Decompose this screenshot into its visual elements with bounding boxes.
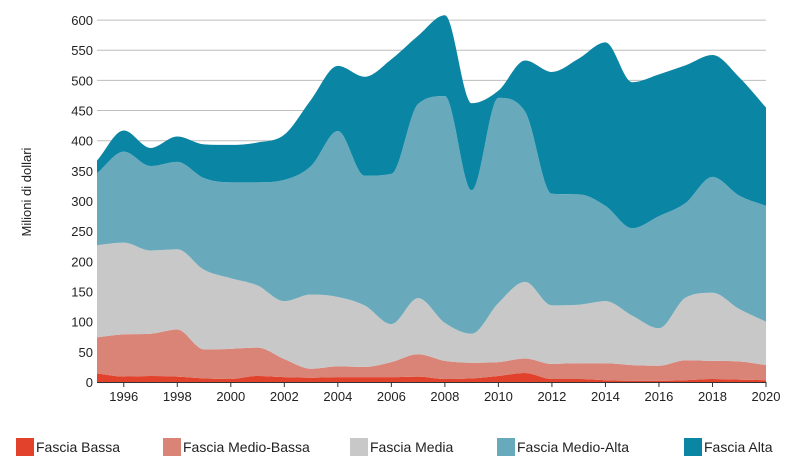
legend: Fascia Bassa Fascia Medio-Bassa Fascia Med… <box>16 438 773 456</box>
x-tick-label: 2000 <box>216 389 245 404</box>
area-fascia-media <box>97 242 766 369</box>
y-tick-label: 250 <box>71 224 93 239</box>
legend-item: Fascia Alta <box>684 438 773 456</box>
legend-item: Fascia Medio-Alta <box>497 438 629 456</box>
y-tick-label: 350 <box>71 164 93 179</box>
area-series-group <box>97 15 766 382</box>
x-tick-label: 2018 <box>698 389 727 404</box>
y-tick-label: 0 <box>86 375 93 390</box>
legend-item: Fascia Media <box>350 438 453 456</box>
x-tick-label: 2010 <box>484 389 513 404</box>
y-tick-label: 550 <box>71 43 93 58</box>
y-tick-label: 200 <box>71 254 93 269</box>
y-axis-label: Milioni di dollari <box>19 147 34 236</box>
legend-swatch <box>163 438 181 456</box>
legend-label: Fascia Media <box>370 439 453 455</box>
y-tick-label: 450 <box>71 104 93 119</box>
legend-item: Fascia Medio-Bassa <box>163 438 310 456</box>
y-tick-label: 500 <box>71 73 93 88</box>
area-fascia-medio-alta <box>97 96 766 334</box>
legend-swatch <box>350 438 368 456</box>
legend-label: Fascia Alta <box>704 439 773 455</box>
y-tick-label: 100 <box>71 315 93 330</box>
legend-label: Fascia Medio-Bassa <box>183 439 310 455</box>
legend-item: Fascia Bassa <box>16 438 120 456</box>
x-tick-label: 1998 <box>163 389 192 404</box>
legend-swatch <box>16 438 34 456</box>
area-fascia-medio-bassa <box>97 329 766 381</box>
x-tick-label: 2020 <box>752 389 781 404</box>
x-tick-label: 2004 <box>323 389 352 404</box>
area-fascia-alta <box>97 15 766 229</box>
legend-swatch <box>497 438 515 456</box>
x-tick-label: 2002 <box>270 389 299 404</box>
y-tick-label: 400 <box>71 134 93 149</box>
y-tick-label: 600 <box>71 13 93 28</box>
x-tick-label: 2016 <box>644 389 673 404</box>
legend-swatch <box>684 438 702 456</box>
y-tick-label: 50 <box>79 345 93 360</box>
x-tick-label: 2008 <box>430 389 459 404</box>
y-tick-label: 150 <box>71 285 93 300</box>
x-tick-label: 2006 <box>377 389 406 404</box>
x-tick-label: 2012 <box>537 389 566 404</box>
x-tick-label: 2014 <box>591 389 620 404</box>
legend-label: Fascia Bassa <box>36 439 120 455</box>
area-fascia-bassa <box>97 372 766 382</box>
axes: 0 50 100 150 200 250 300 350 400 450 500 550 600 1996… <box>71 13 780 404</box>
x-tick-label: 1996 <box>109 389 138 404</box>
legend-label: Fascia Medio-Alta <box>517 439 629 455</box>
y-tick-label: 300 <box>71 194 93 209</box>
